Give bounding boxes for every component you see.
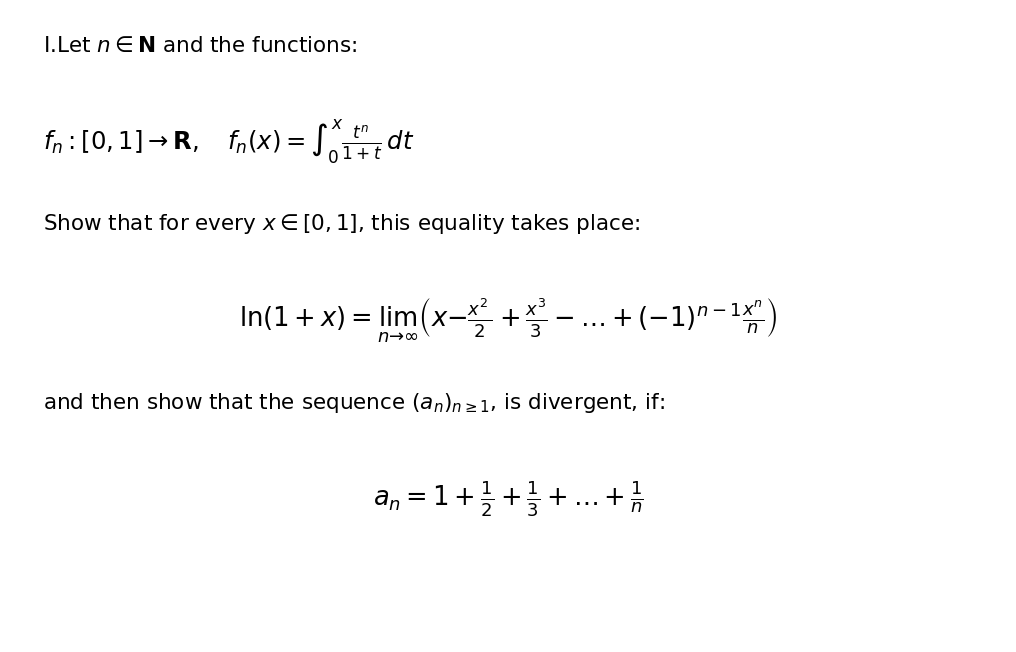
Text: $f_n : [0, 1] \rightarrow \mathbf{R}, \quad f_n(x) = \int_0^x \frac{t^n}{1+t}\,d: $f_n : [0, 1] \rightarrow \mathbf{R}, \q… [43, 117, 415, 166]
Text: and then show that the sequence $(a_n)_{n\geq 1}$, is divergent, if:: and then show that the sequence $(a_n)_{… [43, 391, 664, 415]
Text: $\ln(1 + x) = \lim_{n \to \infty} \left( x - \frac{x^2}{2} + \frac{x^3}{3} - \ld: $\ln(1 + x) = \lim_{n \to \infty} \left(… [239, 297, 777, 345]
Text: Show that for every $x \in [0, 1]$, this equality takes place:: Show that for every $x \in [0, 1]$, this… [43, 212, 640, 236]
Text: I.Let $n \in \mathbf{N}$ and the functions:: I.Let $n \in \mathbf{N}$ and the functio… [43, 36, 357, 56]
Text: $a_n = 1 + \frac{1}{2} + \frac{1}{3} + \ldots + \frac{1}{n}$: $a_n = 1 + \frac{1}{2} + \frac{1}{3} + \… [373, 479, 643, 519]
